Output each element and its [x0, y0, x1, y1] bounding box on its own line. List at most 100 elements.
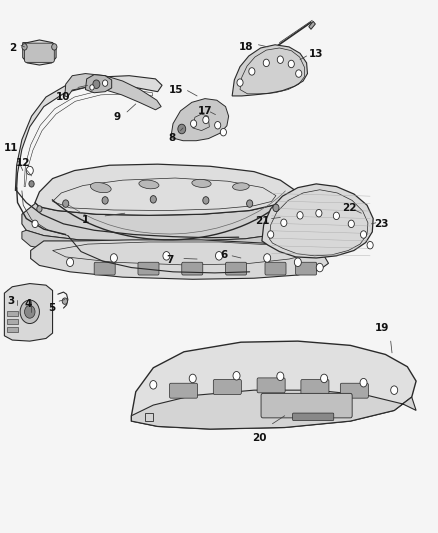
- Circle shape: [288, 60, 294, 68]
- Circle shape: [360, 378, 367, 387]
- FancyBboxPatch shape: [257, 378, 285, 393]
- Circle shape: [348, 220, 354, 228]
- Circle shape: [90, 85, 94, 90]
- Circle shape: [215, 122, 221, 129]
- FancyBboxPatch shape: [213, 379, 241, 394]
- Circle shape: [296, 70, 302, 77]
- Text: 12: 12: [15, 158, 30, 167]
- Text: 7: 7: [166, 255, 173, 265]
- Circle shape: [203, 197, 209, 204]
- Circle shape: [102, 80, 108, 86]
- Circle shape: [178, 124, 186, 134]
- Circle shape: [321, 374, 328, 383]
- Ellipse shape: [90, 182, 111, 193]
- FancyBboxPatch shape: [25, 43, 54, 62]
- Circle shape: [189, 374, 196, 383]
- Bar: [7, 327, 18, 332]
- FancyBboxPatch shape: [94, 262, 115, 275]
- FancyBboxPatch shape: [182, 262, 203, 275]
- Text: 18: 18: [239, 42, 254, 52]
- Circle shape: [102, 197, 108, 204]
- Polygon shape: [22, 229, 289, 254]
- Text: 3: 3: [7, 296, 14, 306]
- Polygon shape: [4, 284, 53, 341]
- Text: 19: 19: [375, 323, 389, 333]
- Circle shape: [150, 381, 157, 389]
- Text: 6: 6: [221, 250, 228, 260]
- Circle shape: [26, 166, 33, 175]
- Polygon shape: [262, 184, 373, 258]
- Circle shape: [203, 116, 209, 124]
- FancyBboxPatch shape: [296, 262, 317, 275]
- Polygon shape: [22, 197, 293, 241]
- Circle shape: [268, 231, 274, 238]
- Circle shape: [150, 196, 156, 203]
- Polygon shape: [85, 75, 112, 93]
- Circle shape: [297, 212, 303, 219]
- Text: 9: 9: [114, 112, 121, 122]
- FancyBboxPatch shape: [293, 413, 334, 421]
- Text: 23: 23: [374, 219, 389, 229]
- Circle shape: [52, 44, 57, 50]
- Circle shape: [62, 298, 67, 304]
- Text: 1: 1: [82, 215, 89, 224]
- Circle shape: [233, 372, 240, 380]
- Text: 22: 22: [342, 203, 357, 213]
- Text: 8: 8: [168, 133, 175, 142]
- Bar: [7, 319, 18, 324]
- Circle shape: [249, 68, 255, 75]
- Circle shape: [247, 200, 253, 207]
- Circle shape: [20, 300, 39, 324]
- FancyBboxPatch shape: [170, 383, 198, 398]
- Circle shape: [294, 258, 301, 266]
- Text: 10: 10: [56, 92, 71, 102]
- FancyBboxPatch shape: [340, 383, 368, 398]
- Circle shape: [93, 80, 100, 88]
- Bar: [7, 311, 18, 316]
- Circle shape: [281, 219, 287, 227]
- Polygon shape: [131, 341, 416, 429]
- Polygon shape: [23, 40, 56, 65]
- Circle shape: [22, 44, 27, 50]
- Text: 17: 17: [198, 106, 212, 116]
- Circle shape: [273, 204, 279, 212]
- Circle shape: [163, 252, 170, 260]
- FancyBboxPatch shape: [138, 262, 159, 275]
- Text: 5: 5: [48, 303, 55, 313]
- Circle shape: [237, 79, 243, 86]
- FancyBboxPatch shape: [261, 393, 352, 418]
- Ellipse shape: [139, 180, 159, 189]
- FancyBboxPatch shape: [226, 262, 247, 275]
- Polygon shape: [232, 45, 307, 96]
- Circle shape: [264, 254, 271, 262]
- Circle shape: [277, 56, 283, 63]
- Text: 21: 21: [254, 216, 269, 226]
- Circle shape: [360, 231, 367, 238]
- Ellipse shape: [192, 179, 211, 188]
- Text: 20: 20: [252, 433, 267, 443]
- Text: 4: 4: [25, 299, 32, 309]
- Circle shape: [333, 212, 339, 220]
- Polygon shape: [15, 76, 162, 191]
- Circle shape: [67, 258, 74, 266]
- Polygon shape: [171, 99, 229, 141]
- Ellipse shape: [233, 183, 249, 190]
- Circle shape: [220, 128, 226, 136]
- Text: 15: 15: [169, 85, 184, 94]
- Circle shape: [25, 305, 35, 318]
- FancyBboxPatch shape: [301, 379, 329, 394]
- Circle shape: [367, 241, 373, 249]
- FancyBboxPatch shape: [265, 262, 286, 275]
- Polygon shape: [309, 21, 315, 29]
- Circle shape: [263, 59, 269, 67]
- Text: 13: 13: [309, 50, 324, 59]
- Circle shape: [215, 252, 223, 260]
- Polygon shape: [65, 74, 161, 110]
- Circle shape: [316, 263, 323, 272]
- Circle shape: [316, 209, 322, 217]
- Circle shape: [37, 206, 42, 212]
- Circle shape: [391, 386, 398, 394]
- Circle shape: [63, 200, 69, 207]
- Circle shape: [29, 181, 34, 187]
- Circle shape: [110, 254, 117, 262]
